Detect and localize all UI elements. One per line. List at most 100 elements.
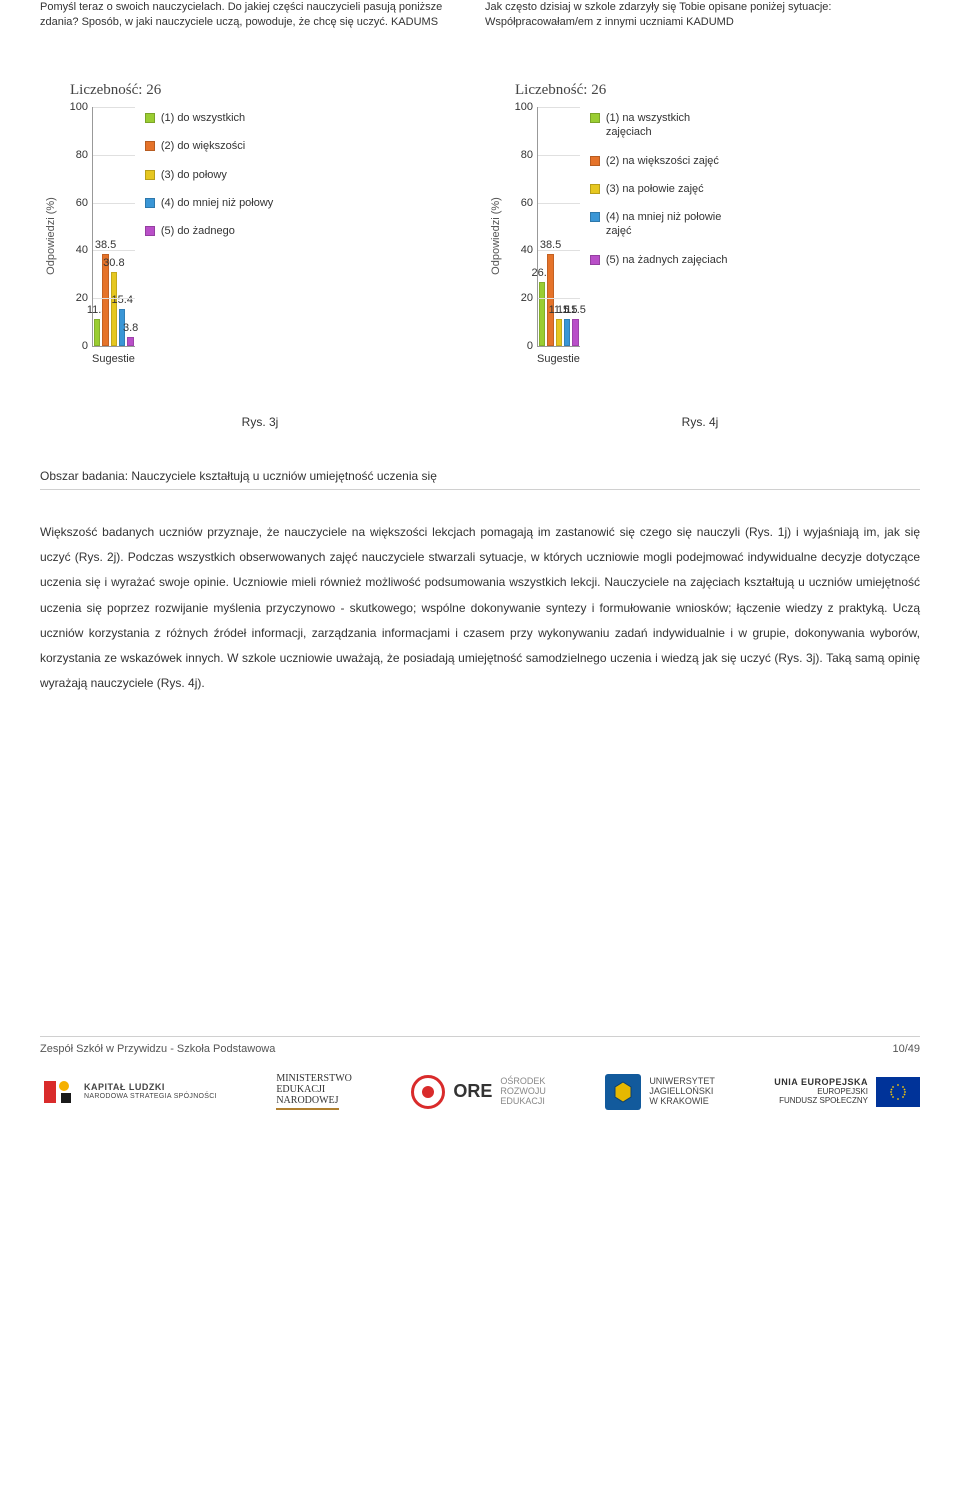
y-tick-label: 80 — [508, 149, 533, 161]
legend-label: (5) na żadnych zajęciach — [606, 253, 728, 267]
legend-item: (2) na większości zajęć — [590, 154, 730, 168]
logo-subtext: NARODOWA STRATEGIA SPÓJNOŚCI — [84, 1093, 217, 1101]
legend-item: (5) do żadnego — [145, 224, 285, 238]
logo-text: FUNDUSZ SPOŁECZNY — [774, 1097, 868, 1106]
logo-uj: UNIWERSYTET JAGIELLOŃSKI W KRAKOWIE — [605, 1074, 715, 1110]
legend-item: (4) na mniej niż połowie zajęć — [590, 210, 730, 239]
legend-item: (3) do połowy — [145, 168, 285, 182]
gridline — [538, 155, 580, 156]
legend-item: (2) do większości — [145, 139, 285, 153]
logo-eu: UNIA EUROPEJSKA EUROPEJSKI FUNDUSZ SPOŁE… — [774, 1077, 920, 1107]
y-axis-label: Odpowiedzi (%) — [490, 197, 502, 275]
y-tick-label: 60 — [508, 197, 533, 209]
x-axis-label: Sugestie — [537, 353, 580, 365]
legend-swatch — [590, 184, 600, 194]
gridline — [93, 155, 135, 156]
legend-item: (1) do wszystkich — [145, 111, 285, 125]
legend-swatch — [145, 113, 155, 123]
footer-divider — [40, 1036, 920, 1037]
y-tick-label: 60 — [63, 197, 88, 209]
gridline — [93, 250, 135, 251]
logo-text: KAPITAŁ LUDZKI — [84, 1083, 217, 1093]
chart-legend: (1) na wszystkich zajęciach (2) na większ… — [590, 107, 730, 365]
y-tick-label: 100 — [508, 101, 533, 113]
y-tick-label: 40 — [508, 244, 533, 256]
legend-label: (4) do mniej niż połowy — [161, 196, 274, 210]
legend-label: (2) na większości zajęć — [606, 154, 719, 168]
gridline — [93, 298, 135, 299]
bar: 11.5 — [94, 107, 100, 346]
y-tick-label: 100 — [63, 101, 88, 113]
figure-caption-left: Rys. 3j — [40, 415, 480, 429]
legend-swatch — [590, 113, 600, 123]
bar-value-label: 38.5 — [540, 239, 561, 251]
bar: 11.5 — [572, 107, 578, 346]
legend-item: (3) na połowie zajęć — [590, 182, 730, 196]
divider — [40, 489, 920, 490]
x-axis-label: Sugestie — [92, 353, 135, 365]
logo-text: EDUKACJI — [276, 1084, 352, 1095]
logo-text: EDUKACJI — [500, 1097, 546, 1107]
y-axis-label: Odpowiedzi (%) — [45, 197, 57, 275]
footer-school-name: Zespół Szkół w Przywidzu - Szkoła Podsta… — [40, 1043, 275, 1055]
legend-label: (4) na mniej niż połowie zajęć — [606, 210, 730, 239]
logo-brand: ORE — [453, 1081, 492, 1102]
y-tick-label: 20 — [508, 292, 533, 304]
gridline — [538, 250, 580, 251]
legend-item: (5) na żadnych zajęciach — [590, 253, 730, 267]
y-tick-label: 40 — [63, 244, 88, 256]
gridline — [93, 107, 135, 108]
logo-text: W KRAKOWIE — [649, 1097, 715, 1107]
bar-value-label: 15.4 — [112, 294, 133, 306]
section-heading: Obszar badania: Nauczyciele kształtują u… — [40, 469, 920, 483]
y-tick-label: 20 — [63, 292, 88, 304]
legend-swatch — [145, 198, 155, 208]
legend-swatch — [145, 141, 155, 151]
legend-swatch — [145, 226, 155, 236]
y-tick-label: 80 — [63, 149, 88, 161]
logo-kapital-ludzki: KAPITAŁ LUDZKI NARODOWA STRATEGIA SPÓJNO… — [40, 1074, 217, 1110]
chart-grid: 26.938.511.511.511.5 020406080100 — [537, 107, 580, 347]
bar: 3.8 — [127, 107, 133, 346]
bar: 26.9 — [539, 107, 545, 346]
logo-text: NARODOWEJ — [276, 1095, 338, 1110]
bar-value-label: 30.8 — [103, 257, 124, 269]
chart-left: Pomyśl teraz o swoich nauczycielach. Do … — [40, 0, 475, 365]
legend-item: (1) na wszystkich zajęciach — [590, 111, 730, 140]
chart-legend: (1) do wszystkich (2) do większości (3) do… — [145, 107, 285, 365]
bar: 38.5 — [102, 107, 108, 346]
chart-question: Pomyśl teraz o swoich nauczycielach. Do … — [40, 0, 475, 72]
chart-count: Liczebność: 26 — [70, 82, 475, 99]
bar-value-label: 38.5 — [95, 239, 116, 251]
gridline — [93, 203, 135, 204]
legend-swatch — [590, 212, 600, 222]
legend-swatch — [145, 170, 155, 180]
gridline — [538, 107, 580, 108]
bar-value-label: 11.5 — [565, 304, 586, 316]
legend-item: (4) do mniej niż połowy — [145, 196, 285, 210]
logo-men: MINISTERSTWO EDUKACJI NARODOWEJ — [276, 1073, 352, 1110]
chart-right: Jak często dzisiaj w szkole zdarzyły się… — [485, 0, 920, 365]
chart-grid: 11.538.530.815.43.8 020406080100 — [92, 107, 135, 347]
legend-label: (3) na połowie zajęć — [606, 182, 704, 196]
figure-caption-right: Rys. 4j — [480, 415, 920, 429]
logo-ore: ORE OŚRODEK ROZWOJU EDUKACJI — [411, 1075, 546, 1109]
y-tick-label: 0 — [508, 340, 533, 352]
chart-question: Jak często dzisiaj w szkole zdarzyły się… — [485, 0, 920, 72]
body-paragraph: Większość badanych uczniów przyznaje, że… — [40, 520, 920, 696]
legend-swatch — [590, 156, 600, 166]
footer-page-number: 10/49 — [892, 1043, 920, 1055]
legend-label: (3) do połowy — [161, 168, 227, 182]
legend-label: (1) do wszystkich — [161, 111, 245, 125]
gridline — [538, 298, 580, 299]
bar: 30.8 — [111, 107, 117, 346]
y-tick-label: 0 — [63, 340, 88, 352]
gridline — [538, 203, 580, 204]
bar-value-label: 3.8 — [123, 322, 138, 334]
bar: 15.4 — [119, 107, 125, 346]
eu-flag-icon — [876, 1077, 920, 1107]
legend-label: (5) do żadnego — [161, 224, 235, 238]
footer-logos: KAPITAŁ LUDZKI NARODOWA STRATEGIA SPÓJNO… — [40, 1069, 920, 1130]
logo-text: MINISTERSTWO — [276, 1073, 352, 1084]
chart-count: Liczebność: 26 — [515, 82, 920, 99]
